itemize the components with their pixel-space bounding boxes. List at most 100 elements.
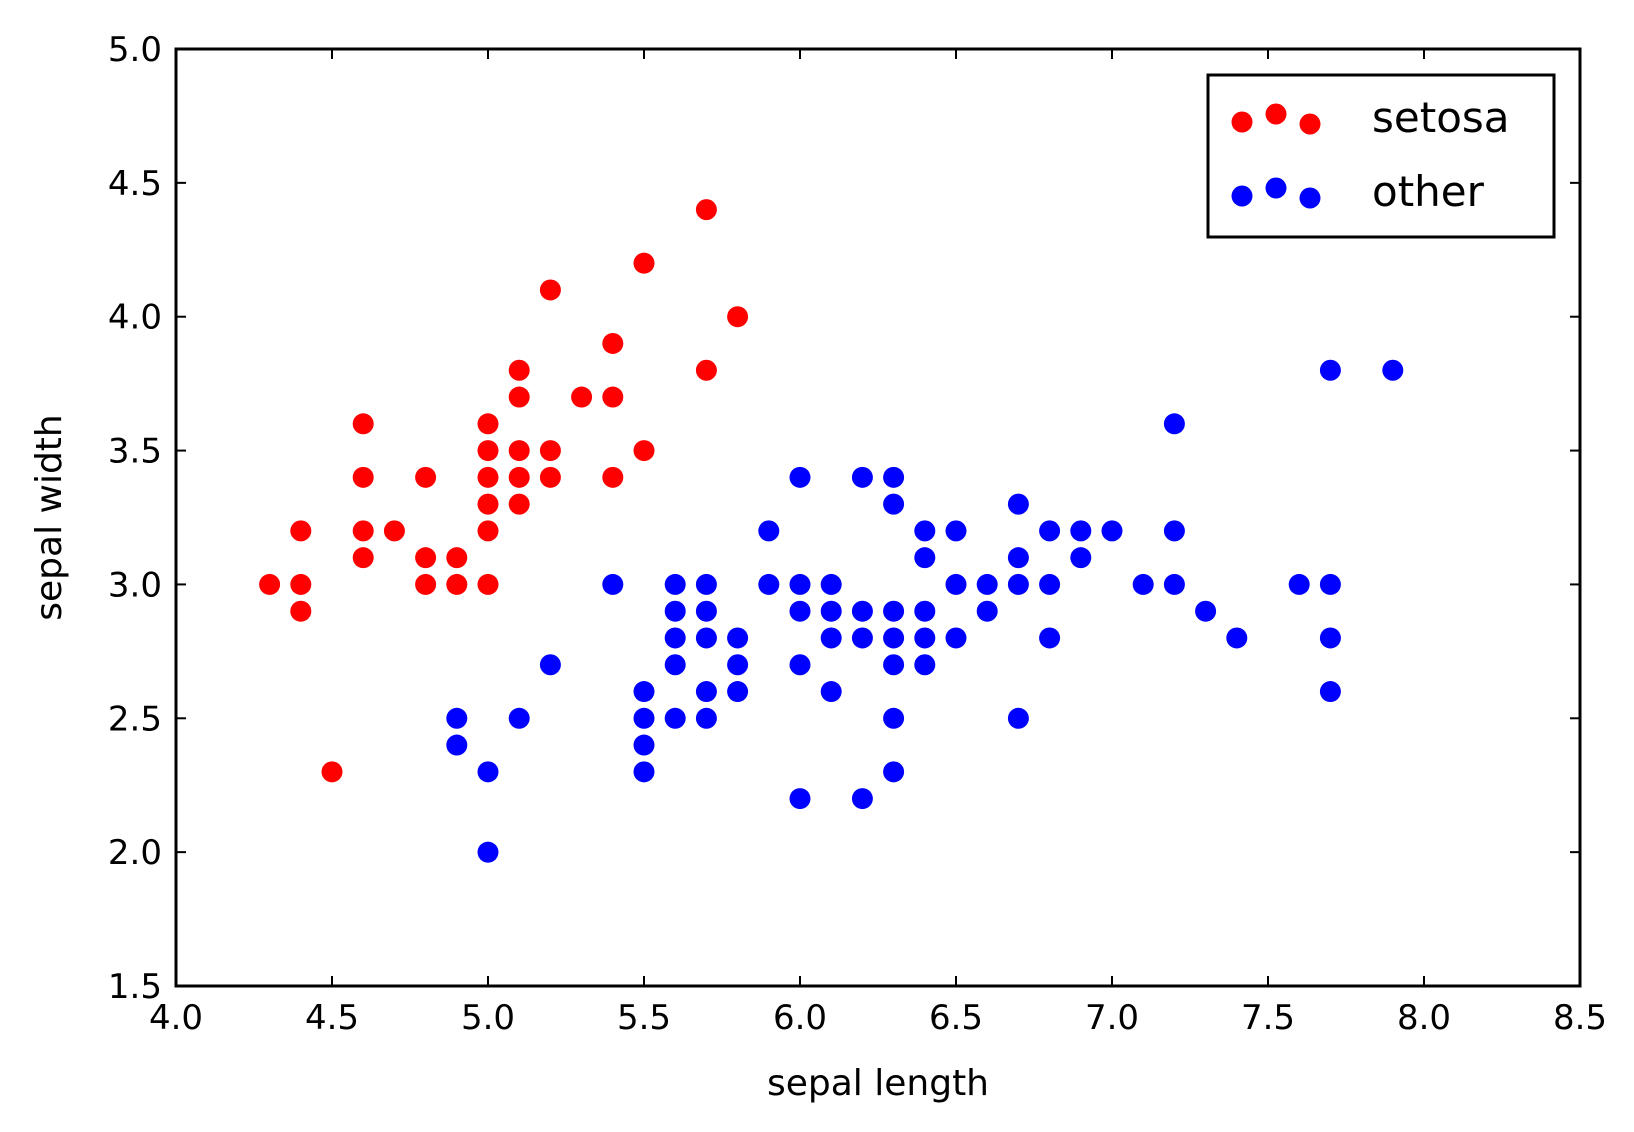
x-tick-label: 5.0 [461,998,515,1038]
y-axis-label: sepal width [29,414,70,621]
point-other [1319,359,1341,381]
point-other [820,573,842,595]
point-other [695,681,717,703]
point-other [633,734,655,756]
point-other [1319,573,1341,595]
point-setosa [352,413,374,435]
plot-frame [174,47,1582,988]
point-other [477,841,499,863]
point-other [664,600,686,622]
point-other [1101,520,1123,542]
point-other [633,681,655,703]
point-other [664,707,686,729]
point-other [1007,707,1029,729]
point-other [1070,520,1092,542]
x-tick-label: 8.5 [1553,998,1607,1038]
point-setosa [539,440,561,462]
point-other [914,654,936,676]
point-other [914,520,936,542]
legend-marker-setosa [1231,103,1321,135]
point-setosa [602,466,624,488]
legend-dot [1231,111,1253,133]
point-other [539,654,561,676]
point-other [851,466,873,488]
x-axis-label: sepal length [767,1063,989,1104]
y-tick-label: 5.0 [108,30,162,70]
x-tick-label: 8.0 [1397,998,1451,1038]
legend-dot [1265,177,1287,199]
point-setosa [415,547,437,569]
point-setosa [477,413,499,435]
point-other [1007,493,1029,515]
x-tick-label: 6.5 [929,998,983,1038]
y-tick-label: 3.0 [108,565,162,605]
point-other [1039,627,1061,649]
point-setosa [539,466,561,488]
point-other [883,761,905,783]
point-setosa [571,386,593,408]
tick-labels-layer: 4.0 4.5 5.0 5.5 6.0 6.5 7.0 7.5 8.0 8.5 1.5 2.0 2.5 3… [108,30,1607,1038]
y-tick-label: 2.5 [108,699,162,739]
point-setosa [352,547,374,569]
point-other [758,573,780,595]
legend-box [1206,73,1556,239]
point-other [1319,681,1341,703]
x-tick-label: 4.5 [305,998,359,1038]
point-other [602,573,624,595]
point-setosa [633,252,655,274]
legend-marker-other [1231,177,1321,209]
point-setosa [695,359,717,381]
point-other [1163,573,1185,595]
point-setosa [446,573,468,595]
point-other [446,734,468,756]
legend-dot [1299,113,1321,135]
point-other [1039,573,1061,595]
point-other [1319,627,1341,649]
x-tick-label: 6.0 [773,998,827,1038]
point-other [1195,600,1217,622]
point-other [820,600,842,622]
legend-dot [1299,187,1321,209]
y-tick-label: 4.0 [108,298,162,338]
point-other [914,627,936,649]
legend-item-setosa: setosa [1231,93,1510,142]
point-other [727,627,749,649]
legend-dot [1231,185,1253,207]
point-other [914,600,936,622]
point-other [883,707,905,729]
legend: setosa other [1206,73,1556,239]
point-setosa [508,386,530,408]
point-setosa [415,573,437,595]
point-setosa [352,466,374,488]
point-other [820,681,842,703]
point-other [945,520,967,542]
point-other [727,681,749,703]
point-other [695,707,717,729]
point-other [914,547,936,569]
point-other [820,627,842,649]
point-setosa [290,600,312,622]
point-setosa [508,440,530,462]
point-other [789,466,811,488]
point-other [945,627,967,649]
point-other [1163,520,1185,542]
point-other [1288,573,1310,595]
point-other [883,600,905,622]
y-tick-label: 4.5 [108,164,162,204]
y-tick-label: 3.5 [108,432,162,472]
point-other [508,707,530,729]
point-setosa [508,493,530,515]
point-other [664,573,686,595]
point-other [727,654,749,676]
legend-label-other: other [1372,167,1485,216]
point-other [1039,520,1061,542]
point-other [1163,413,1185,435]
legend-dot [1265,103,1287,125]
points-layer [259,199,1404,863]
y-tick-label: 2.0 [108,833,162,873]
point-other [883,654,905,676]
point-other [695,627,717,649]
x-tick-label: 4.0 [149,998,203,1038]
point-other [789,600,811,622]
